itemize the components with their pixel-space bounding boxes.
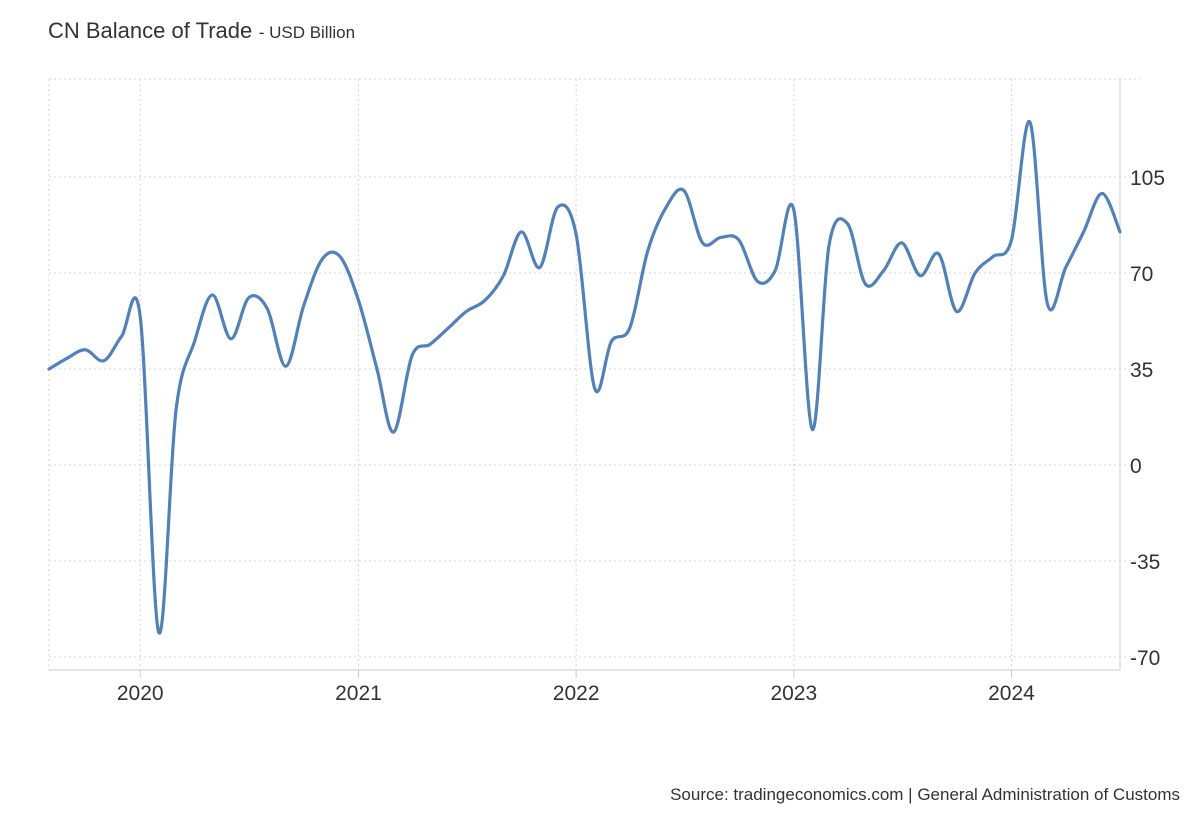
x-tick-label: 2021: [335, 682, 382, 705]
x-tick-label: 2023: [770, 682, 817, 705]
tick-labels: -70 -35 0 35 70 105 2020 2021 2022 2023 2024: [117, 167, 1165, 705]
x-tick-label: 2024: [988, 682, 1035, 705]
y-tick-label: 70: [1130, 263, 1153, 286]
y-tick-label: 35: [1130, 359, 1153, 382]
chart-title: CN Balance of Trade: [48, 18, 253, 43]
y-tick-label: 105: [1130, 167, 1165, 190]
y-tick-label: -35: [1130, 551, 1160, 574]
axes: [49, 79, 1121, 678]
x-tick-label: 2022: [553, 682, 600, 705]
grid: [48, 78, 1140, 670]
x-tick-label: 2020: [117, 682, 164, 705]
y-tick-label: -70: [1130, 647, 1160, 670]
chart-title-block: CN Balance of Trade - USD Billion: [48, 18, 355, 44]
series-line: [47, 120, 1122, 635]
chart-subtitle: - USD Billion: [258, 23, 356, 42]
y-tick-label: 0: [1130, 455, 1142, 478]
source-note: Source: tradingeconomics.com | General A…: [670, 785, 1180, 804]
series-layer: [47, 120, 1122, 635]
